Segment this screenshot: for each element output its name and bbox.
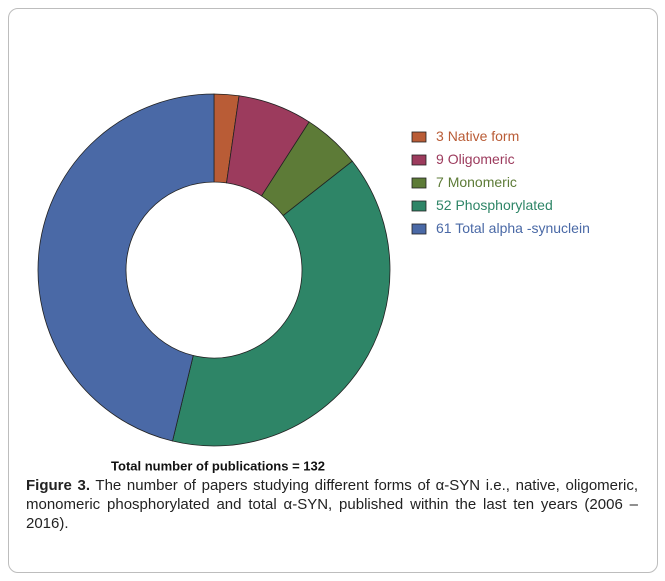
figure-frame [8,8,658,573]
legend-value: 52 [436,197,452,213]
legend-label: 61 Total alpha -synuclein [436,220,590,236]
legend-label: 9 Oligomeric [436,151,515,167]
legend-category: Total alpha -synuclein [455,220,590,236]
legend-category: Phosphorylated [455,197,552,213]
donut-slice [37,93,215,442]
caption-text: The number of papers studying different … [26,477,639,532]
legend-swatch [411,200,427,212]
legend-swatch [411,177,427,189]
figure-caption: Figure 3. The number of papers studying … [26,476,638,533]
legend-label: 3 Native form [436,128,519,144]
legend-label: 52 Phosphorylated [436,197,553,213]
legend-swatch [411,131,427,143]
legend-value: 7 [436,174,444,190]
legend-swatch [411,223,427,235]
legend-category: Oligomeric [448,151,515,167]
legend-value: 3 [436,128,444,144]
donut-slice [172,160,391,447]
legend-category: Monomeric [448,174,517,190]
chart-annotation: Total number of publications = 132 [111,458,325,473]
legend-swatch [411,154,427,166]
legend-category: Native form [448,128,520,144]
legend-label: 7 Monomeric [436,174,517,190]
caption-label: Figure 3. [26,477,91,494]
legend-value: 9 [436,151,444,167]
legend-value: 61 [436,220,452,236]
